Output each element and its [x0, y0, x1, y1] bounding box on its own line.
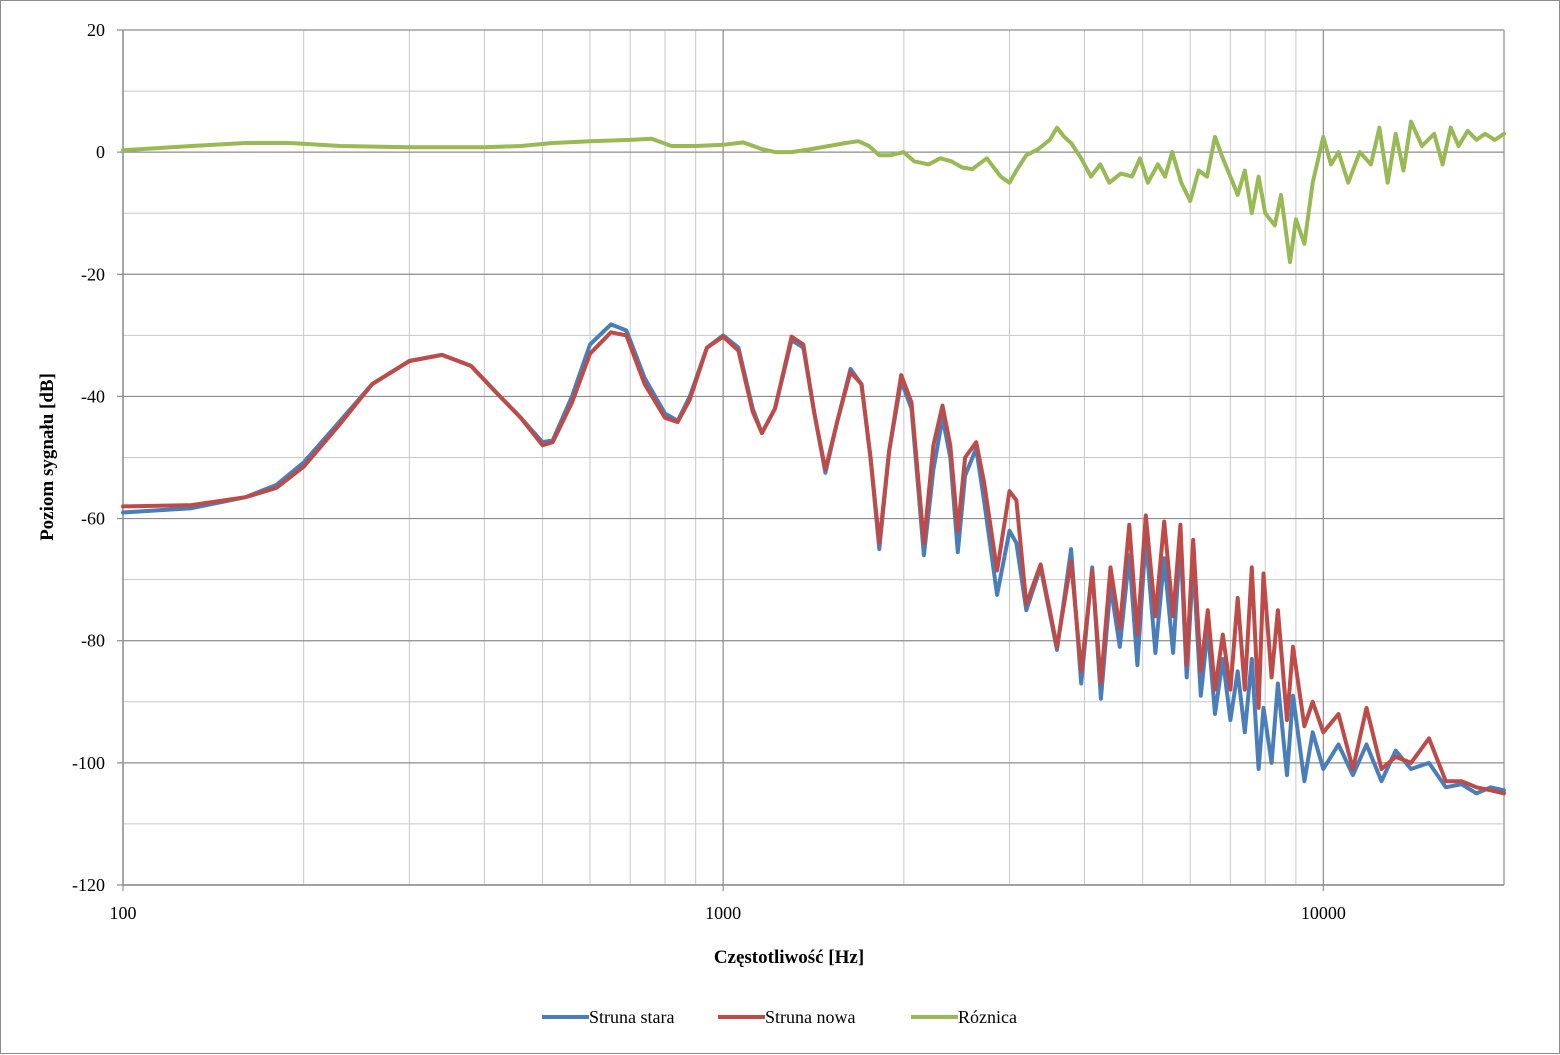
legend: Struna stara Struna nowa Róznica — [542, 1007, 1017, 1027]
legend-label: Struna nowa — [765, 1007, 855, 1027]
series-line-1 — [121, 322, 1506, 796]
x-tick-label: 10000 — [1301, 903, 1346, 923]
y-tick-label: -100 — [72, 753, 105, 773]
grid-minor — [123, 30, 1505, 885]
legend-label: Róznica — [958, 1007, 1017, 1027]
x-tick-label: 100 — [110, 903, 137, 923]
y-axis-title: Poziom sygnału [dB] — [37, 373, 58, 541]
y-tick-label: 20 — [87, 20, 105, 40]
y-tick-label: -20 — [81, 264, 105, 284]
y-tick-label: -60 — [81, 509, 105, 529]
x-tick-label: 1000 — [705, 903, 741, 923]
y-tick-label: -80 — [81, 631, 105, 651]
series-line-2 — [121, 330, 1506, 796]
legend-item: Struna nowa — [718, 1007, 855, 1027]
x-axis-title: Częstotliwość [Hz] — [714, 947, 864, 968]
axes — [117, 29, 1505, 891]
series-line-3 — [121, 119, 1506, 265]
y-tick-label: 0 — [96, 142, 105, 162]
legend-label: Struna stara — [589, 1007, 674, 1027]
legend-item: Struna stara — [542, 1007, 674, 1027]
y-tick-label: -120 — [72, 875, 105, 895]
series-layer — [121, 119, 1506, 796]
y-tick-label: -40 — [81, 386, 105, 406]
tick-labels: -120 -100 -80 -60 -40 -20 0 20 100 1000 10000 — [72, 20, 1346, 923]
legend-item: Róznica — [911, 1007, 1017, 1027]
